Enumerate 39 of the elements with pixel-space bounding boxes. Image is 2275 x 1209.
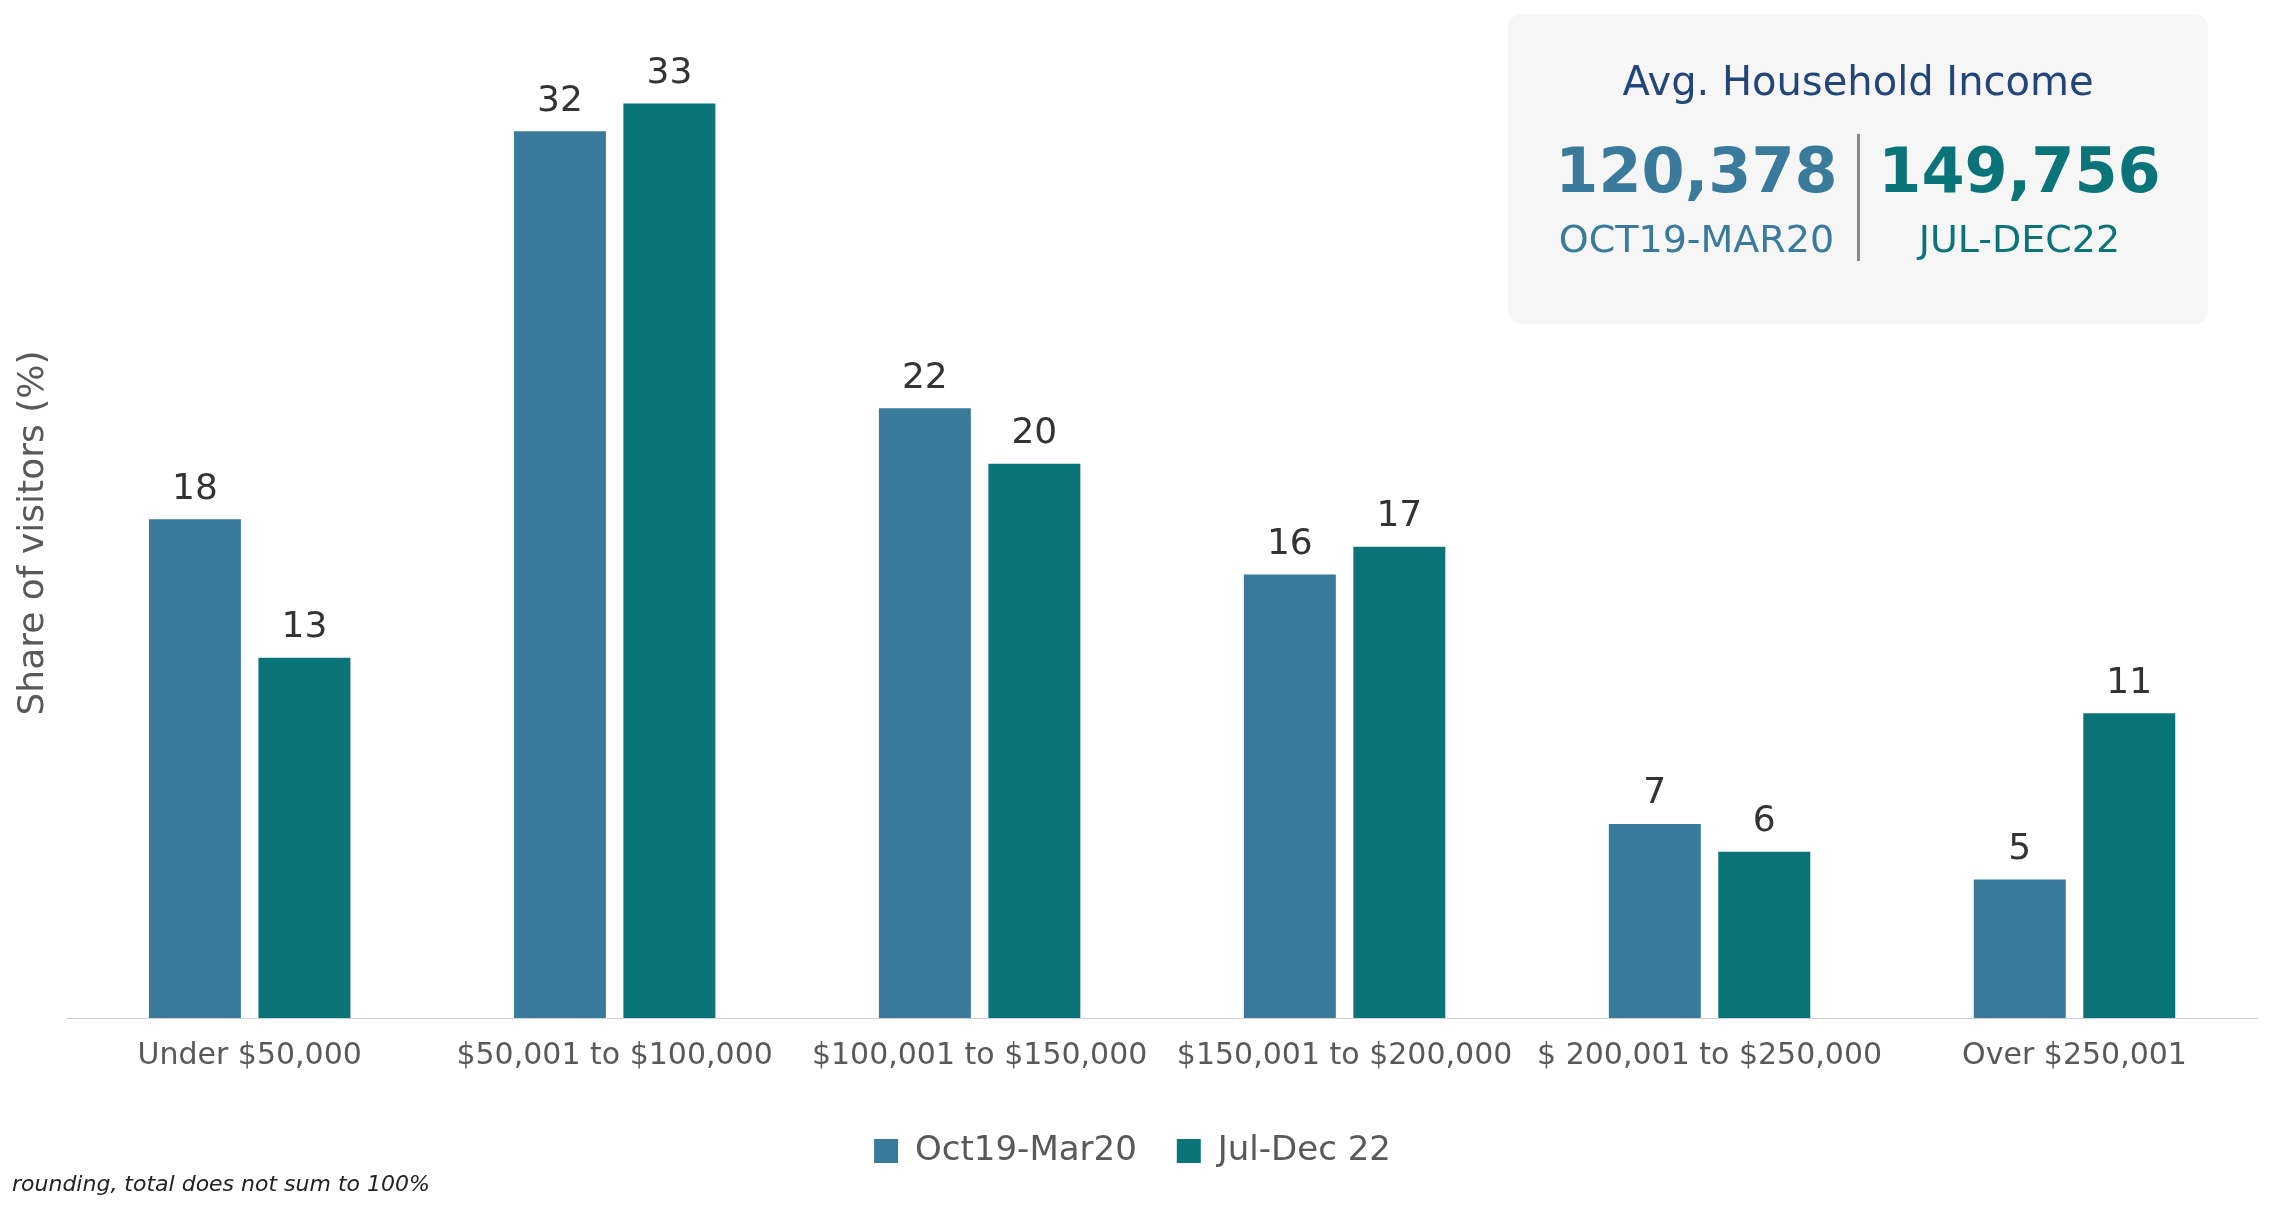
bar <box>513 131 606 1018</box>
data-label: 20 <box>1011 410 1058 452</box>
data-label: 16 <box>1266 520 1313 562</box>
annotation: 149,756 <box>1877 134 2162 207</box>
bar <box>258 657 351 1018</box>
annotation: Avg. Household Income <box>1621 58 2095 104</box>
y-axis-title: Share of visitors (%) <box>9 350 51 716</box>
x-tick-label: $150,001 to $200,000 <box>1176 1035 1513 1071</box>
bar <box>148 519 241 1018</box>
data-label: 11 <box>2106 659 2153 701</box>
data-label: 33 <box>646 49 693 91</box>
x-tick-label: Under $50,000 <box>137 1035 362 1071</box>
data-label: 32 <box>537 77 583 119</box>
x-tick-label: Over $250,001 <box>1962 1035 2187 1071</box>
bar <box>1973 879 2066 1018</box>
x-tick-label: $50,001 to $100,000 <box>456 1035 773 1071</box>
bar <box>878 408 971 1018</box>
bar <box>623 103 716 1018</box>
text: rounding, total does not sum to 100% <box>12 1171 430 1196</box>
annotation: JUL-DEC22 <box>1915 217 2122 261</box>
data-label: 22 <box>901 354 948 396</box>
bar <box>2083 713 2176 1018</box>
data-label: 5 <box>2008 825 2032 867</box>
bar <box>1718 851 1811 1018</box>
annotation: 120,378 <box>1554 134 1839 207</box>
data-label: 13 <box>281 604 328 646</box>
data-label: 17 <box>1376 493 1423 535</box>
x-tick-label: $ 200,001 to $250,000 <box>1537 1035 1883 1071</box>
legend-label: Jul-Dec 22 <box>1215 1127 1391 1168</box>
bar <box>1243 574 1336 1018</box>
legend-label: Oct19-Mar20 <box>915 1127 1137 1168</box>
data-label: 6 <box>1752 798 1776 840</box>
data-label: 18 <box>172 465 218 507</box>
bar <box>988 463 1081 1018</box>
bar <box>1608 824 1701 1018</box>
x-tick-label: $100,001 to $150,000 <box>811 1035 1148 1071</box>
data-label: 7 <box>1643 770 1667 812</box>
annotation: OCT19-MAR20 <box>1557 217 1836 261</box>
bar <box>1353 546 1446 1018</box>
